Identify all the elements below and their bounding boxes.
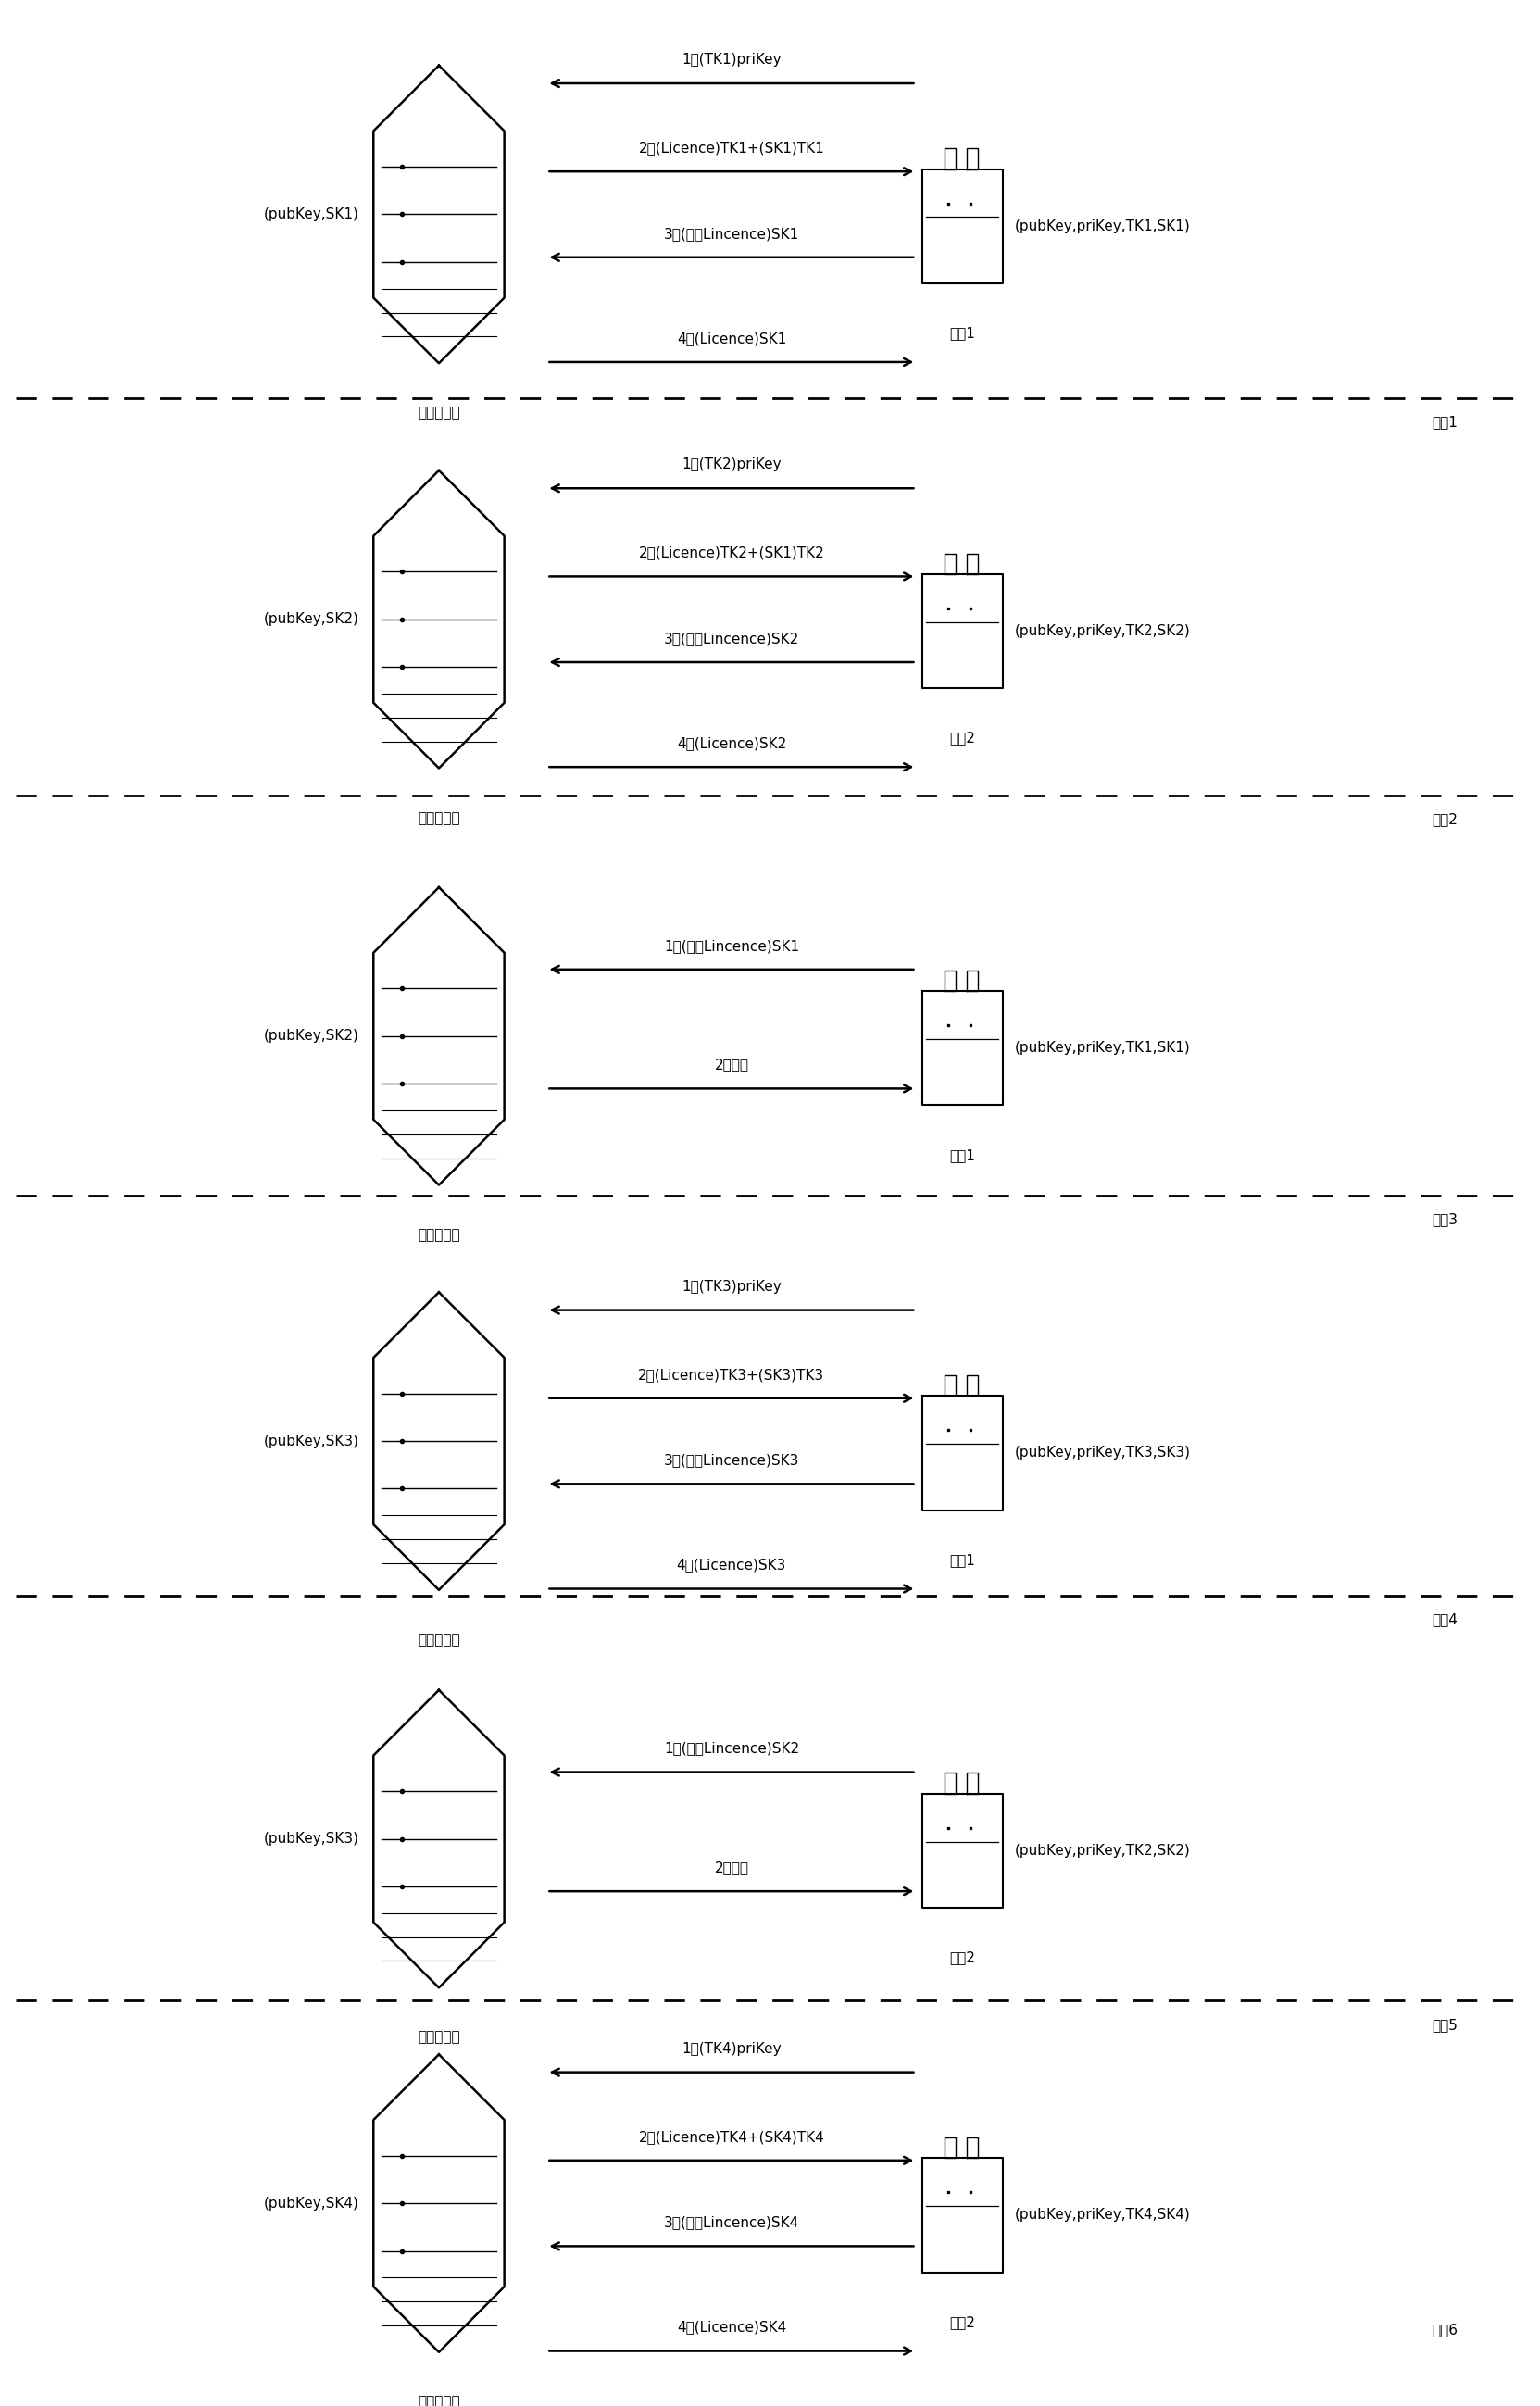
Text: 场景4: 场景4 [1432, 1612, 1458, 1626]
Text: 前端服务器: 前端服务器 [417, 811, 460, 825]
Text: 2、失败: 2、失败 [715, 1059, 748, 1071]
Text: (pubKey,SK4): (pubKey,SK4) [263, 2197, 359, 2211]
Text: (pubKey,SK1): (pubKey,SK1) [263, 207, 359, 221]
Text: (pubKey,SK3): (pubKey,SK3) [263, 1831, 359, 1845]
Text: 终端1: 终端1 [950, 1148, 975, 1162]
Text: (pubKey,SK2): (pubKey,SK2) [263, 1030, 359, 1044]
Text: 2、失败: 2、失败 [715, 1860, 748, 1874]
Text: 3、(申请Lincence)SK4: 3、(申请Lincence)SK4 [664, 2216, 799, 2230]
Text: 1、(TK3)priKey: 1、(TK3)priKey [682, 1280, 781, 1294]
Text: 4、(Licence)SK1: 4、(Licence)SK1 [676, 332, 787, 346]
Text: 终端1: 终端1 [950, 1552, 975, 1566]
Text: (pubKey,priKey,TK1,SK1): (pubKey,priKey,TK1,SK1) [1015, 1042, 1190, 1054]
Text: 3、(申请Lincence)SK3: 3、(申请Lincence)SK3 [664, 1453, 799, 1468]
Text: (pubKey,SK3): (pubKey,SK3) [263, 1434, 359, 1448]
Text: 场景3: 场景3 [1432, 1213, 1458, 1227]
Text: 前端服务器: 前端服务器 [417, 2394, 460, 2406]
Text: (pubKey,priKey,TK2,SK2): (pubKey,priKey,TK2,SK2) [1015, 623, 1190, 638]
Text: 2、(Licence)TK2+(SK1)TK2: 2、(Licence)TK2+(SK1)TK2 [639, 546, 824, 561]
Text: 终端1: 终端1 [950, 327, 975, 339]
Text: 1、(TK2)priKey: 1、(TK2)priKey [682, 457, 781, 472]
Text: 场景1: 场景1 [1432, 414, 1458, 428]
Text: 1、(TK1)priKey: 1、(TK1)priKey [682, 53, 781, 67]
Text: 4、(Licence)SK3: 4、(Licence)SK3 [676, 1559, 787, 1571]
Text: 1、(申请Lincence)SK1: 1、(申请Lincence)SK1 [664, 938, 799, 953]
Text: 1、(申请Lincence)SK2: 1、(申请Lincence)SK2 [664, 1742, 799, 1756]
Text: (pubKey,SK2): (pubKey,SK2) [263, 614, 359, 626]
Text: (pubKey,priKey,TK4,SK4): (pubKey,priKey,TK4,SK4) [1015, 2209, 1190, 2223]
Text: 场景5: 场景5 [1432, 2019, 1458, 2031]
Text: 终端2: 终端2 [950, 1951, 975, 1966]
Text: 终端2: 终端2 [950, 2315, 975, 2329]
Text: 终端2: 终端2 [950, 731, 975, 746]
Text: 前端服务器: 前端服务器 [417, 1227, 460, 1241]
Text: 4、(Licence)SK4: 4、(Licence)SK4 [676, 2319, 787, 2334]
Text: 1、(TK4)priKey: 1、(TK4)priKey [682, 2043, 781, 2055]
Text: 场景6: 场景6 [1432, 2322, 1458, 2336]
Text: 2、(Licence)TK4+(SK4)TK4: 2、(Licence)TK4+(SK4)TK4 [639, 2129, 824, 2144]
Text: 场景2: 场景2 [1432, 813, 1458, 825]
Text: 前端服务器: 前端服务器 [417, 2031, 460, 2045]
Text: (pubKey,priKey,TK1,SK1): (pubKey,priKey,TK1,SK1) [1015, 219, 1190, 233]
Text: 2、(Licence)TK3+(SK3)TK3: 2、(Licence)TK3+(SK3)TK3 [639, 1367, 824, 1381]
Text: 前端服务器: 前端服务器 [417, 407, 460, 421]
Text: 前端服务器: 前端服务器 [417, 1634, 460, 1646]
Text: 3、(申请Lincence)SK1: 3、(申请Lincence)SK1 [664, 226, 799, 241]
Text: 3、(申请Lincence)SK2: 3、(申请Lincence)SK2 [664, 633, 799, 645]
Text: 2、(Licence)TK1+(SK1)TK1: 2、(Licence)TK1+(SK1)TK1 [639, 142, 824, 154]
Text: (pubKey,priKey,TK2,SK2): (pubKey,priKey,TK2,SK2) [1015, 1843, 1190, 1857]
Text: (pubKey,priKey,TK3,SK3): (pubKey,priKey,TK3,SK3) [1015, 1446, 1190, 1460]
Text: 4、(Licence)SK2: 4、(Licence)SK2 [676, 736, 787, 751]
